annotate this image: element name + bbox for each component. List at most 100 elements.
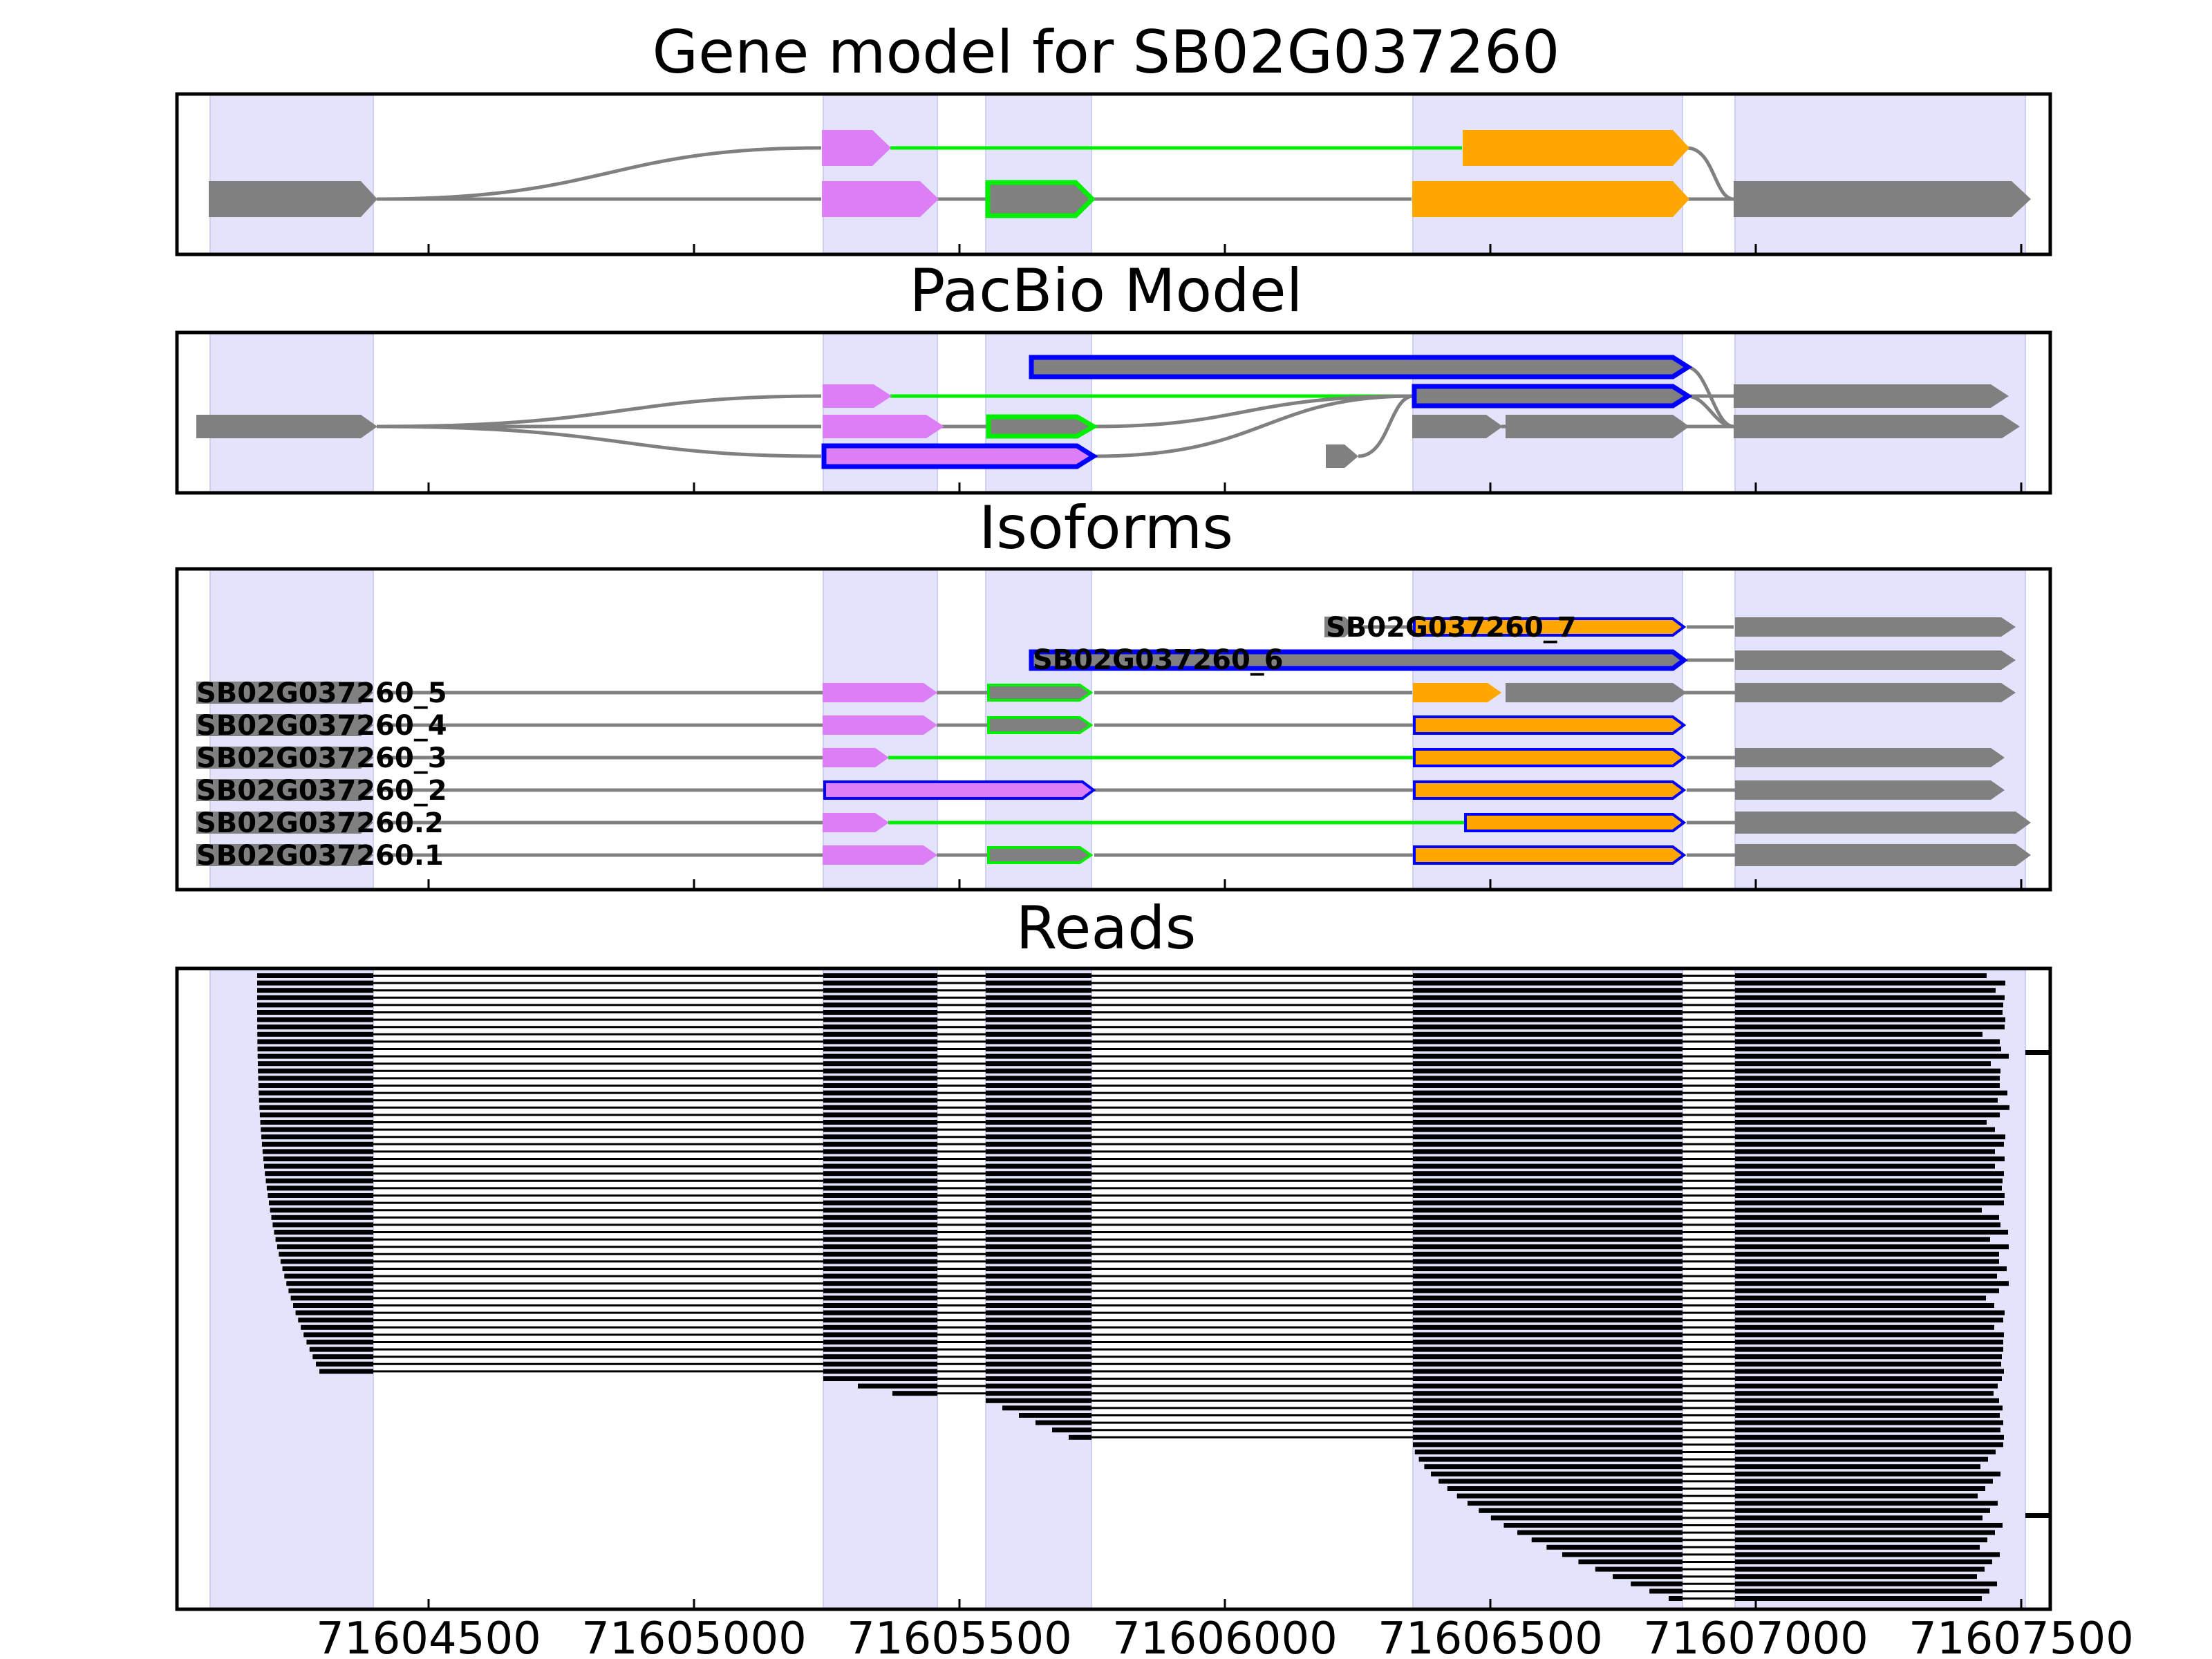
- read-block: [823, 1112, 937, 1118]
- read-block: [986, 1295, 1091, 1301]
- read-block: [1413, 1156, 1683, 1161]
- read-block: [823, 1310, 937, 1315]
- read-block: [1735, 1420, 2003, 1425]
- read-block: [1735, 1493, 1978, 1499]
- read-block: [986, 1266, 1091, 1271]
- read-block: [823, 1002, 937, 1008]
- read-block: [1414, 1450, 1683, 1454]
- read-block: [319, 1369, 373, 1374]
- read-block: [823, 1295, 937, 1301]
- read-block: [268, 1193, 373, 1198]
- read-block: [257, 1024, 373, 1030]
- read-block: [1649, 1588, 1683, 1594]
- read-block: [823, 1090, 937, 1096]
- read-block: [823, 1237, 937, 1242]
- read-block: [1413, 1105, 1683, 1110]
- read-block: [1735, 1200, 2004, 1206]
- read-block: [1735, 1340, 2003, 1344]
- read-block: [823, 1361, 937, 1367]
- isoform-label: SB02G037260_4: [196, 710, 447, 742]
- read-block: [1735, 1281, 2009, 1286]
- read-block: [1413, 1420, 1683, 1425]
- read-block: [260, 1120, 373, 1125]
- intron-lines: [376, 365, 1734, 458]
- read-block: [986, 1156, 1091, 1161]
- read-block: [986, 1010, 1091, 1015]
- read-block: [823, 1185, 937, 1191]
- x-tick-label: 71607000: [1643, 1613, 1868, 1659]
- isoform-row: [1029, 649, 2016, 671]
- read-block: [1735, 1544, 1980, 1550]
- read-block: [986, 973, 1091, 978]
- read-block: [986, 1281, 1091, 1286]
- read-block: [986, 1318, 1091, 1323]
- read-block: [1413, 1171, 1683, 1177]
- read-block: [986, 1398, 1091, 1403]
- isoform-label: SB02G037260_5: [196, 677, 447, 709]
- read-block: [1735, 1552, 2000, 1557]
- read-block: [986, 1024, 1091, 1030]
- read-block: [1413, 1010, 1683, 1015]
- read-block: [1413, 1193, 1683, 1198]
- read-block: [259, 1112, 373, 1118]
- read-alignments: [257, 973, 2049, 1601]
- panel-frame: [175, 567, 2052, 892]
- read-block: [1735, 1442, 2003, 1447]
- read-block: [986, 1347, 1091, 1352]
- read-block: [823, 1332, 937, 1338]
- read-block: [276, 1244, 373, 1250]
- panel-title-gene-model: Gene model for SB02G037260: [653, 18, 1560, 87]
- x-axis-ticks: [427, 1599, 2023, 1609]
- read-block: [1735, 1471, 2000, 1477]
- read-block: [1735, 1185, 2002, 1191]
- read-block: [1413, 1090, 1683, 1096]
- read-block: [1413, 1391, 1683, 1396]
- read-block: [1503, 1523, 1683, 1528]
- read-block: [823, 1200, 937, 1206]
- read-block: [1413, 1281, 1683, 1286]
- read-block: [265, 1178, 373, 1183]
- panel-frame: [175, 330, 2052, 495]
- read-block: [1735, 1031, 1983, 1037]
- read-block: [1735, 1508, 1990, 1513]
- isoform-label: SB02G037260.2: [196, 807, 444, 839]
- read-block: [1735, 1230, 2008, 1235]
- read-block: [1631, 1581, 1683, 1586]
- read-block: [1413, 980, 1683, 986]
- read-block: [1052, 1427, 1091, 1433]
- read-block: [823, 1259, 937, 1264]
- exon-blocks: [209, 130, 2031, 218]
- read-block: [1438, 1479, 1683, 1484]
- read-block: [823, 1369, 937, 1374]
- read-block: [306, 1340, 373, 1344]
- read-block: [263, 1156, 373, 1161]
- read-block: [823, 1156, 937, 1161]
- read-block: [1735, 1332, 2004, 1338]
- read-block: [1735, 1537, 1987, 1543]
- read-block: [986, 1273, 1091, 1279]
- read-block: [257, 980, 373, 986]
- read-block: [1490, 1515, 1683, 1521]
- read-block: [986, 1112, 1091, 1118]
- read-block: [1413, 1120, 1683, 1125]
- read-block: [316, 1361, 373, 1367]
- panel-gene-model: [175, 92, 2052, 256]
- read-block: [293, 1303, 373, 1308]
- read-block: [1735, 1208, 1982, 1213]
- read-block: [1735, 1303, 1994, 1308]
- read-block: [986, 1391, 1091, 1396]
- shaded-exon-regions: [209, 93, 2026, 255]
- read-block: [823, 1141, 937, 1147]
- read-block: [823, 1340, 937, 1344]
- read-block: [1413, 1398, 1683, 1403]
- x-tick-label: 71605000: [581, 1613, 807, 1659]
- read-block: [1735, 1559, 1992, 1564]
- isoform-row: [196, 844, 2031, 866]
- read-block: [1424, 1464, 1683, 1470]
- read-block: [1735, 1156, 2005, 1161]
- read-block: [1735, 980, 2005, 986]
- read-block: [986, 1061, 1091, 1067]
- read-block: [1479, 1508, 1683, 1513]
- read-block: [1735, 1120, 1987, 1125]
